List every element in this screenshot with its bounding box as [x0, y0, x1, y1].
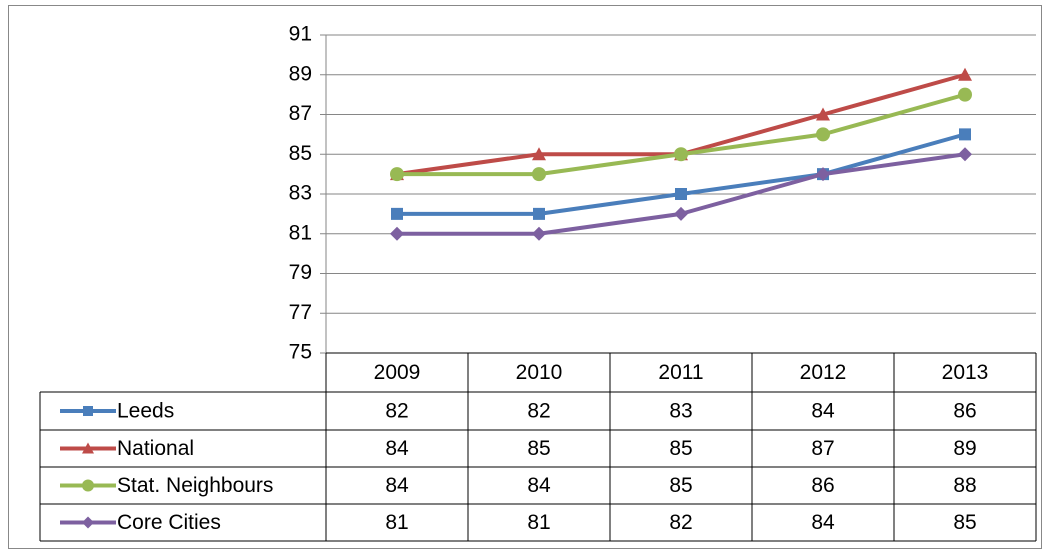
marker	[816, 167, 830, 182]
x-tick-label: 2013	[942, 361, 989, 384]
x-tick-label: 2012	[800, 361, 847, 384]
marker	[674, 147, 688, 162]
table-value: 85	[953, 511, 976, 534]
table-value: 84	[811, 400, 835, 423]
legend-label: Core Cities	[117, 511, 221, 534]
table-value: 84	[811, 511, 835, 534]
marker	[391, 207, 403, 220]
table-value: 87	[811, 437, 834, 460]
marker	[533, 207, 545, 220]
legend-label: Leeds	[117, 400, 174, 423]
table-value: 84	[527, 474, 551, 497]
table-value: 83	[669, 400, 692, 423]
table-value: 81	[527, 511, 550, 534]
legend-label: National	[117, 437, 194, 460]
table-value: 88	[953, 474, 976, 497]
table-value: 85	[669, 437, 692, 460]
x-tick-label: 2010	[516, 361, 563, 384]
table-value: 86	[953, 400, 976, 423]
table-value: 86	[811, 474, 834, 497]
table-value: 85	[527, 437, 550, 460]
y-tick-label: 89	[289, 62, 312, 85]
legend-label: Stat. Neighbours	[117, 474, 273, 497]
marker	[958, 67, 972, 81]
marker	[816, 127, 830, 142]
marker	[532, 147, 546, 161]
chart-border	[8, 5, 1042, 549]
marker	[532, 167, 546, 182]
table-value: 84	[385, 437, 409, 460]
y-tick-label: 75	[289, 341, 312, 364]
y-tick-label: 77	[289, 301, 312, 324]
marker	[390, 167, 404, 182]
marker	[675, 188, 687, 200]
marker	[958, 87, 972, 102]
x-tick-label: 2011	[658, 361, 703, 384]
table-value: 82	[669, 511, 692, 534]
table-value: 84	[385, 474, 409, 497]
table-value: 82	[527, 400, 550, 423]
marker	[82, 442, 94, 454]
table-value: 85	[669, 474, 692, 497]
y-tick-label: 87	[289, 102, 312, 125]
marker	[958, 147, 972, 162]
y-tick-label: 83	[289, 182, 312, 205]
marker	[674, 206, 688, 221]
y-tick-label: 91	[289, 23, 312, 46]
marker	[82, 479, 94, 492]
table-value: 82	[385, 400, 408, 423]
y-tick-label: 81	[289, 221, 312, 244]
marker	[83, 406, 93, 416]
marker	[82, 516, 94, 529]
x-tick-label: 2009	[374, 361, 421, 384]
marker	[959, 128, 971, 141]
table-value: 89	[953, 437, 976, 460]
y-tick-label: 85	[289, 142, 312, 165]
table-value: 81	[385, 511, 408, 534]
marker	[816, 107, 830, 121]
marker	[390, 226, 404, 241]
marker	[532, 226, 546, 241]
y-tick-label: 79	[289, 261, 312, 284]
